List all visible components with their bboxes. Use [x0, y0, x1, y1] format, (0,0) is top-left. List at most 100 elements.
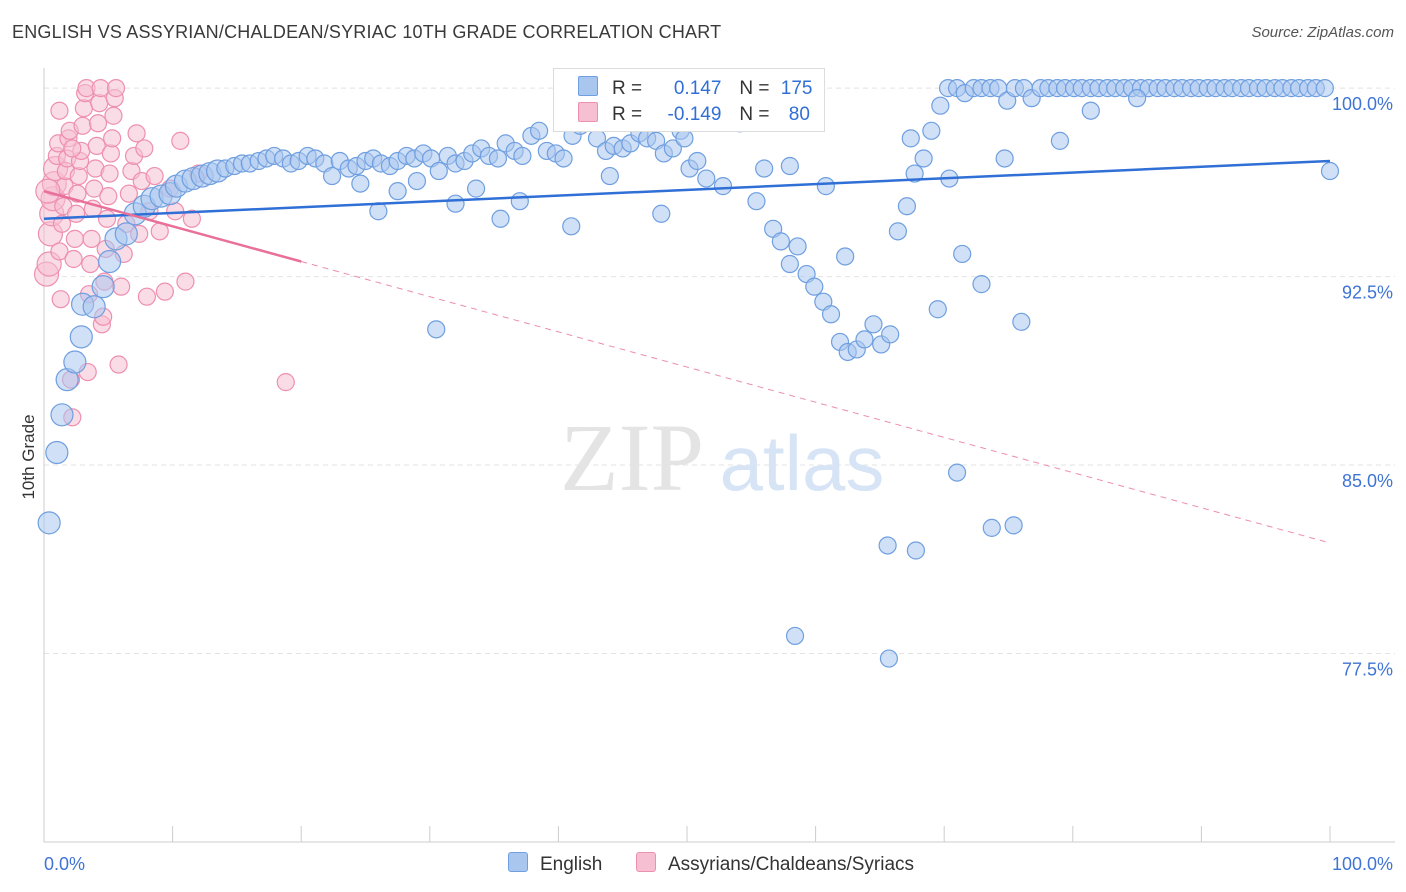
english-point [429, 161, 448, 181]
assyrian-point [176, 272, 195, 291]
english-point [771, 232, 790, 251]
english-point [914, 149, 933, 168]
legend-row-english: R = 0.147 N = 175 [578, 76, 812, 102]
english-point [1315, 79, 1334, 98]
english-point [928, 300, 947, 319]
assyrian-point [127, 124, 146, 143]
assyrian-point [101, 144, 120, 163]
assyrian-point [171, 131, 190, 150]
legend-label-english: English [540, 854, 603, 875]
assyrian-point [103, 129, 122, 148]
english-point [50, 403, 74, 427]
english-point [855, 330, 874, 349]
legend-swatch-assyrian [636, 852, 656, 872]
correlation-legend: R = 0.147 N = 175 R = -0.149 N = 80 [553, 68, 825, 132]
assyrian-point [99, 187, 118, 206]
legend-english-r: 0.147 [673, 78, 722, 99]
assyrian-point [104, 106, 123, 125]
assyrian-point [65, 229, 84, 248]
english-point [562, 217, 581, 236]
english-point [369, 202, 388, 221]
english-point [322, 166, 342, 186]
axes [43, 68, 1395, 843]
english-point [652, 204, 671, 223]
english-point [688, 151, 707, 171]
english-point [513, 146, 532, 166]
legend-item-english[interactable]: English [508, 852, 602, 878]
english-point [69, 325, 93, 349]
english-point [114, 222, 138, 246]
assyrian-point [50, 101, 69, 120]
assyrian-point [88, 114, 108, 133]
english-point [972, 275, 991, 294]
assyrian-trend-line [43, 189, 302, 263]
english-point [530, 121, 549, 140]
assyrian-point [155, 282, 174, 301]
english-point [713, 177, 733, 196]
assyrian-point [69, 166, 88, 186]
assyrian-point [106, 79, 126, 98]
english-point [897, 197, 917, 216]
english-point [864, 315, 883, 334]
english-point [947, 463, 967, 482]
english-point [407, 171, 427, 191]
english-point [663, 139, 682, 158]
assyrian-point [166, 202, 185, 221]
watermark-atlas: atlas [720, 419, 885, 507]
english-point [63, 350, 87, 374]
legend-swatch-english [578, 76, 598, 96]
english-point [931, 96, 950, 115]
english-point [995, 149, 1014, 168]
assyrian-point [87, 136, 106, 156]
english-point [1012, 312, 1031, 331]
assyrian-trend-line-extension [301, 261, 1331, 544]
assyrian-point [100, 164, 119, 183]
english-point [901, 129, 920, 148]
assyrian-point [82, 229, 101, 248]
legend-n-label: N = [739, 104, 770, 125]
legend-item-assyrian[interactable]: Assyrians/Chaldeans/Syriacs [636, 852, 914, 878]
english-point [755, 159, 774, 178]
legend-swatch-english [508, 852, 528, 872]
legend-assyrian-n: 80 [788, 104, 810, 125]
english-point [879, 649, 899, 668]
english-point [91, 275, 115, 299]
english-point [697, 169, 716, 188]
assyrian-point [52, 214, 72, 233]
english-point [888, 222, 908, 241]
english-points [37, 79, 1340, 668]
assyrian-point [137, 287, 156, 306]
english-point [1320, 161, 1340, 181]
english-point [805, 277, 824, 296]
english-point [427, 320, 446, 339]
english-point [836, 247, 855, 266]
assyrian-point [119, 184, 138, 203]
english-point [881, 325, 900, 344]
watermark-zip: ZIP [560, 404, 704, 511]
assyrian-point [276, 373, 295, 392]
english-point [1081, 101, 1100, 120]
english-point [488, 149, 508, 168]
legend-row-assyrian: R = -0.149 N = 80 [578, 102, 810, 128]
english-point [1004, 516, 1023, 535]
assyrian-point [182, 209, 201, 228]
assyrian-point [90, 94, 109, 113]
english-point [37, 511, 61, 535]
legend-label-assyrian: Assyrians/Chaldeans/Syriacs [668, 854, 915, 875]
y-tick-label: 77.5% [1342, 660, 1393, 680]
legend-r-label: R = [612, 78, 643, 99]
english-point [97, 249, 122, 274]
english-point [600, 166, 619, 186]
assyrian-point [85, 179, 104, 198]
english-point [675, 129, 694, 148]
legend-r-label: R = [612, 104, 643, 125]
assyrian-point [145, 166, 164, 186]
x-tick-label: 100.0% [1332, 854, 1393, 874]
assyrian-point [51, 290, 70, 309]
legend-n-label: N = [739, 78, 770, 99]
english-point [554, 149, 573, 168]
y-tick-label: 85.0% [1342, 471, 1393, 491]
chart-title: ENGLISH VS ASSYRIAN/CHALDEAN/SYRIAC 10TH… [12, 22, 722, 42]
assyrian-point [91, 79, 110, 98]
english-point [446, 194, 465, 213]
